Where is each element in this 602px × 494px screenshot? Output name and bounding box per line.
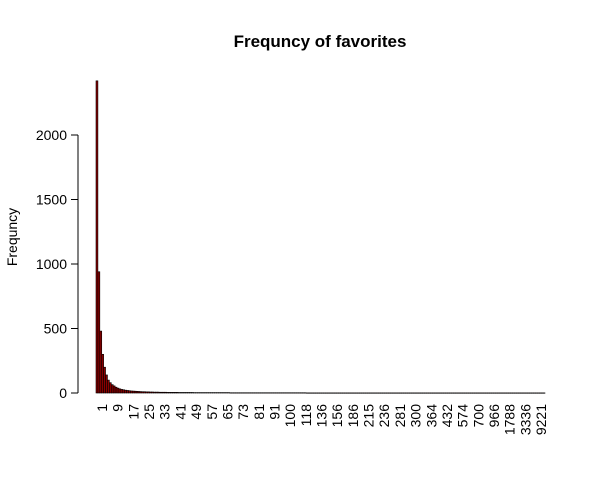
x-tick-label: 57 [204,404,220,420]
x-tick-label: 9221 [533,404,549,435]
x-tick-label: 100 [282,404,298,428]
x-tick-label: 700 [470,404,486,428]
y-axis: 0 500 1000 1500 2000 [36,127,79,401]
x-tick-label: 574 [455,404,471,428]
x-tick-label: 3336 [517,404,533,435]
x-tick-label: 25 [141,404,157,420]
bars-group [95,80,546,394]
x-tick-label: 281 [392,404,408,428]
x-tick-label: 91 [266,404,282,420]
x-tick-label: 118 [298,404,314,427]
y-axis-label: Frequncy [4,208,20,266]
x-tick-label: 966 [486,404,502,428]
x-tick-label: 215 [361,404,377,428]
x-tick-label: 300 [408,404,424,428]
x-axis: 1 9 17 25 33 41 49 57 65 73 81 91 100 118 136 156 186 215… [94,404,549,435]
x-tick-label: 236 [376,404,392,428]
x-tick-label: 156 [329,404,345,428]
bar [95,80,99,394]
x-tick-label: 136 [314,404,330,428]
x-tick-label: 81 [251,404,267,420]
x-tick-label: 9 [110,404,126,412]
y-tick-label: 1500 [36,192,67,208]
x-tick-label: 364 [423,404,439,428]
x-tick-label: 1788 [502,404,518,435]
x-tick-label: 17 [125,404,141,420]
y-tick-label: 500 [44,321,68,337]
x-tick-label: 65 [219,404,235,420]
x-tick-label: 1 [94,404,110,412]
x-tick-label: 33 [157,404,173,420]
y-tick-label: 1000 [36,256,67,272]
y-tick-label: 2000 [36,127,67,143]
y-tick-label: 0 [59,385,67,401]
x-tick-label: 73 [235,404,251,420]
x-tick-label: 186 [345,404,361,428]
x-tick-label: 49 [188,404,204,420]
x-tick-label: 41 [172,404,188,420]
chart-title: Frequncy of favorites [234,32,407,51]
x-tick-label: 432 [439,404,455,428]
